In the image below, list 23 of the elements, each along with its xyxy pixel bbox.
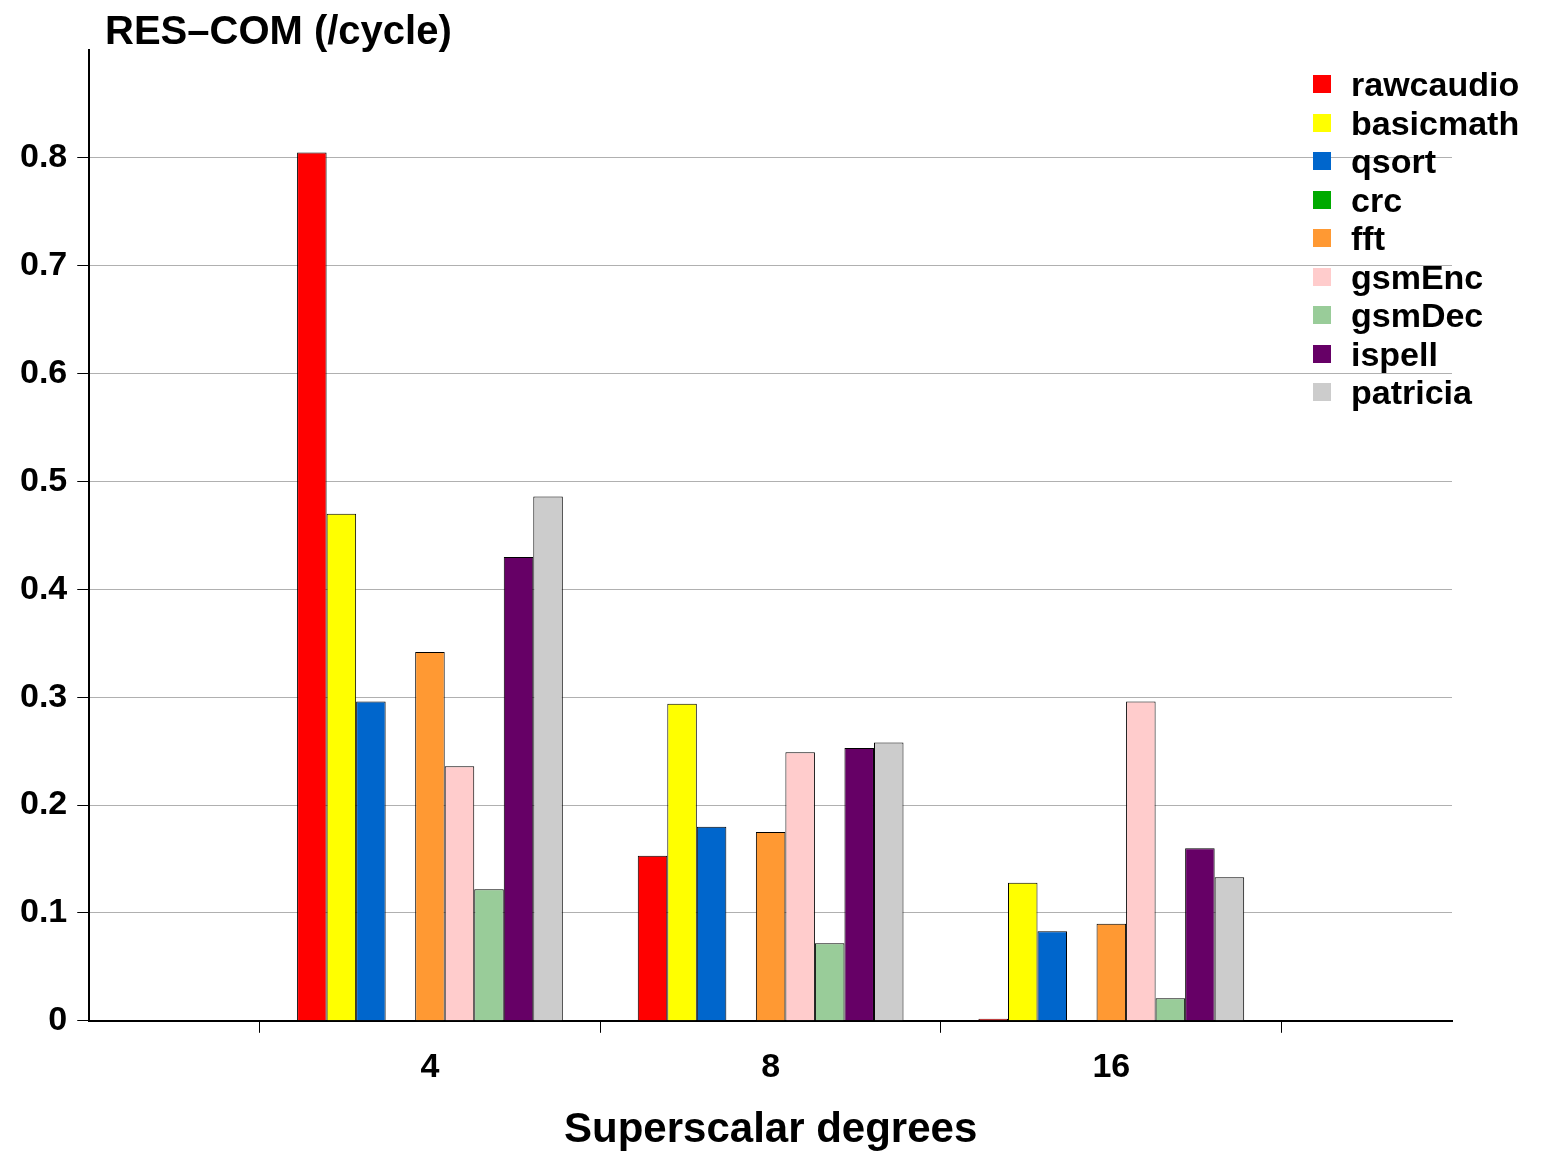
legend-label: ispell	[1351, 334, 1438, 373]
y-tick-label: 0	[48, 999, 68, 1038]
y-tick-label: 0.7	[20, 244, 68, 283]
x-axis-title: Superscalar degrees	[564, 1104, 978, 1152]
x-tick-label: 16	[1092, 1045, 1131, 1084]
legend-label: patricia	[1351, 373, 1472, 412]
y-tick-label: 0.8	[20, 136, 68, 175]
y-tick-label: 0.1	[20, 891, 68, 930]
legend-label: basicmath	[1351, 103, 1520, 142]
y-tick-label: 0.5	[20, 459, 68, 498]
y-tick-label: 0.2	[20, 783, 68, 822]
y-tick-label: 0.6	[20, 351, 68, 390]
x-tick-label: 8	[761, 1045, 781, 1084]
x-tick-label: 4	[420, 1045, 440, 1084]
legend-label: crc	[1351, 180, 1403, 219]
legend-label: gsmEnc	[1351, 257, 1484, 296]
legend-label: qsort	[1351, 142, 1436, 181]
y-tick-label: 0.4	[20, 567, 68, 606]
chart-title: RES–COM (/cycle)	[105, 8, 452, 53]
legend-label: gsmDec	[1351, 296, 1484, 335]
y-tick-label: 0.3	[20, 675, 68, 714]
legend-label: rawcaudio	[1351, 65, 1520, 104]
legend-label: fft	[1351, 219, 1385, 258]
